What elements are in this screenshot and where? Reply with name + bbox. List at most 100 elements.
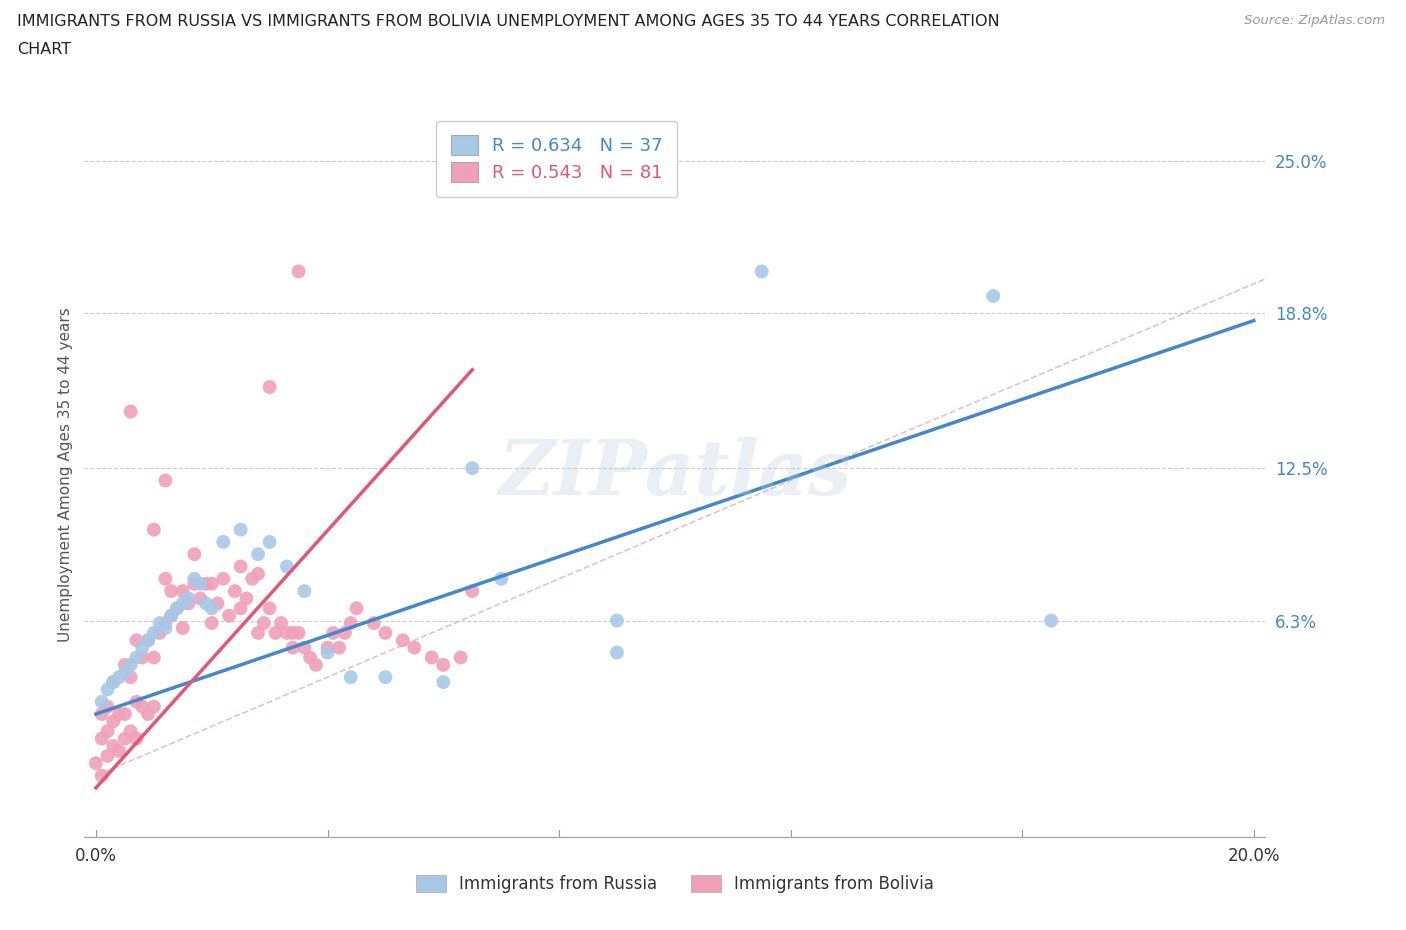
Point — [339, 616, 361, 631]
Point — [96, 699, 118, 714]
Point — [207, 596, 229, 611]
Point — [276, 626, 298, 641]
Point — [90, 695, 112, 710]
Point — [108, 670, 131, 684]
Point — [218, 608, 240, 623]
Legend: Immigrants from Russia, Immigrants from Bolivia: Immigrants from Russia, Immigrants from … — [408, 867, 942, 901]
Point — [247, 566, 270, 581]
Point — [103, 738, 125, 753]
Point — [188, 577, 211, 591]
Point — [276, 559, 298, 574]
Point — [305, 658, 328, 672]
Point — [333, 626, 356, 641]
Point — [166, 601, 188, 616]
Point — [259, 379, 281, 394]
Point — [432, 658, 454, 672]
Point — [247, 547, 270, 562]
Point — [120, 670, 142, 684]
Y-axis label: Unemployment Among Ages 35 to 44 years: Unemployment Among Ages 35 to 44 years — [58, 307, 73, 642]
Point — [90, 707, 112, 722]
Point — [84, 756, 107, 771]
Point — [212, 571, 235, 586]
Point — [90, 768, 112, 783]
Point — [281, 640, 304, 655]
Point — [316, 645, 339, 660]
Point — [149, 626, 172, 641]
Point — [420, 650, 443, 665]
Point — [247, 626, 270, 641]
Point — [172, 584, 194, 599]
Point — [374, 626, 396, 641]
Point — [155, 616, 177, 631]
Point — [346, 601, 368, 616]
Point — [201, 616, 224, 631]
Point — [606, 645, 628, 660]
Point — [155, 473, 177, 488]
Point — [166, 601, 188, 616]
Point — [125, 650, 148, 665]
Point — [155, 620, 177, 635]
Point — [404, 640, 426, 655]
Point — [194, 577, 217, 591]
Point — [183, 547, 205, 562]
Point — [96, 682, 118, 697]
Point — [240, 571, 263, 586]
Point — [142, 626, 165, 641]
Point — [363, 616, 385, 631]
Point — [172, 596, 194, 611]
Point — [299, 650, 322, 665]
Point — [136, 707, 159, 722]
Point — [328, 640, 350, 655]
Point — [160, 608, 183, 623]
Point — [114, 707, 136, 722]
Point — [264, 626, 287, 641]
Point — [259, 535, 281, 550]
Point — [120, 658, 142, 672]
Point — [489, 571, 512, 586]
Point — [292, 640, 315, 655]
Point — [114, 665, 136, 680]
Point — [103, 674, 125, 689]
Point — [108, 743, 131, 758]
Point — [103, 674, 125, 689]
Point — [136, 632, 159, 647]
Point — [142, 650, 165, 665]
Point — [131, 699, 153, 714]
Point — [142, 522, 165, 537]
Point — [142, 699, 165, 714]
Point — [981, 288, 1004, 303]
Point — [461, 460, 484, 475]
Point — [391, 632, 413, 647]
Point — [90, 731, 112, 746]
Text: CHART: CHART — [17, 42, 70, 57]
Point — [177, 596, 200, 611]
Point — [270, 616, 292, 631]
Point — [172, 620, 194, 635]
Point — [125, 632, 148, 647]
Point — [188, 591, 211, 606]
Point — [751, 264, 773, 279]
Point — [96, 724, 118, 738]
Point — [432, 674, 454, 689]
Point — [201, 601, 224, 616]
Point — [183, 577, 205, 591]
Point — [155, 571, 177, 586]
Text: IMMIGRANTS FROM RUSSIA VS IMMIGRANTS FROM BOLIVIA UNEMPLOYMENT AMONG AGES 35 TO : IMMIGRANTS FROM RUSSIA VS IMMIGRANTS FRO… — [17, 14, 1000, 29]
Point — [108, 707, 131, 722]
Point — [287, 264, 309, 279]
Point — [131, 640, 153, 655]
Point — [131, 650, 153, 665]
Point — [125, 731, 148, 746]
Point — [316, 640, 339, 655]
Text: Source: ZipAtlas.com: Source: ZipAtlas.com — [1244, 14, 1385, 27]
Point — [229, 559, 252, 574]
Point — [224, 584, 246, 599]
Point — [1040, 613, 1063, 628]
Text: ZIPatlas: ZIPatlas — [498, 437, 852, 512]
Point — [253, 616, 276, 631]
Point — [114, 731, 136, 746]
Point — [292, 584, 315, 599]
Point — [120, 724, 142, 738]
Point — [177, 591, 200, 606]
Point — [322, 626, 344, 641]
